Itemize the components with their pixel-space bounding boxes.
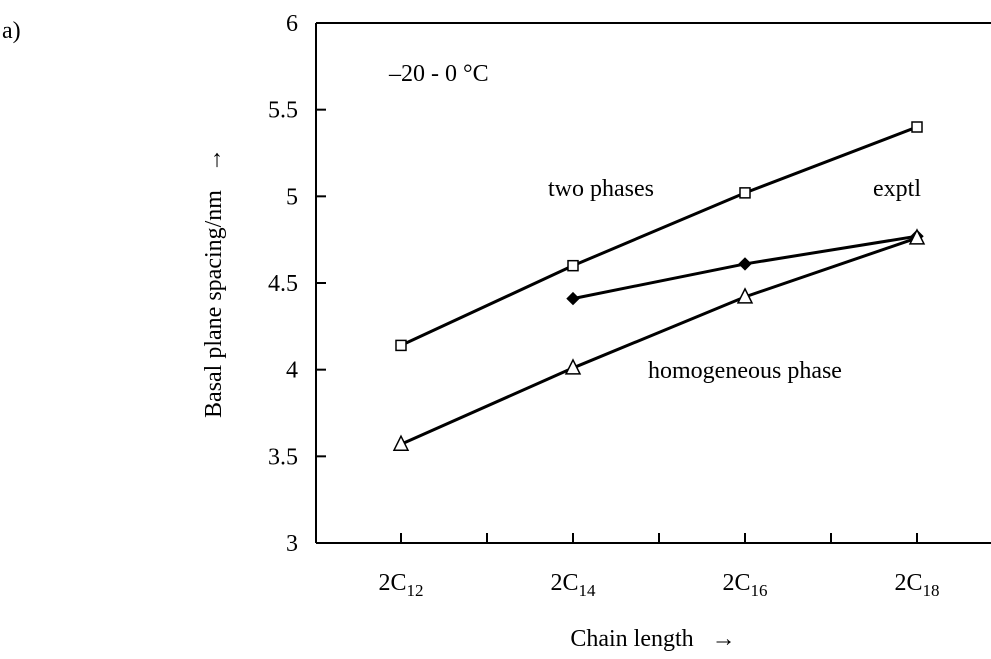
series-label-homogeneous-phase: homogeneous phase xyxy=(648,358,842,384)
x-tick-label-subscript: 12 xyxy=(407,581,424,600)
x-axis-label: Chain length xyxy=(570,626,693,652)
x-tick-label: 2C16 xyxy=(722,570,767,600)
y-ticks: 3 3.5 4 4.5 5 5.5 6 xyxy=(268,11,326,557)
y-tick-label: 3.5 xyxy=(268,444,298,470)
data-point-triangle xyxy=(908,228,926,245)
x-tick-label-subscript: 14 xyxy=(579,581,597,600)
y-axis-arrow: → xyxy=(201,148,227,172)
temperature-annotation: –20 - 0 °C xyxy=(388,61,489,87)
y-tick-label: 4.5 xyxy=(268,271,298,297)
x-ticks: 2C12 2C14 2C16 2C18 xyxy=(378,533,940,600)
x-tick-label-base: 2C xyxy=(722,570,750,596)
series-line-two-phases xyxy=(400,125,918,347)
x-tick-label: 2C18 xyxy=(894,570,939,600)
y-tick-label: 4 xyxy=(286,358,298,384)
x-tick-label: 2C14 xyxy=(550,570,596,600)
x-tick-label-subscript: 18 xyxy=(923,581,940,600)
data-point-triangle xyxy=(564,358,582,375)
data-point-square xyxy=(567,259,579,272)
series-label-two-phases: two phases xyxy=(548,176,654,202)
x-tick-label-subscript: 16 xyxy=(751,581,768,600)
panel-label: a) xyxy=(2,18,21,44)
y-axis-label: Basal plane spacing/nm xyxy=(201,190,227,418)
data-point-triangle xyxy=(392,434,410,451)
x-tick-label: 2C12 xyxy=(378,570,423,600)
y-tick-label: 5 xyxy=(286,184,298,210)
y-tick-label: 6 xyxy=(286,11,298,37)
y-axis-title: Basal plane spacing/nm → xyxy=(201,148,227,418)
data-point-square xyxy=(739,187,751,199)
series-label-exptl: exptl xyxy=(873,176,921,202)
data-point-diamond xyxy=(738,257,752,271)
x-tick-label-base: 2C xyxy=(550,570,578,596)
svg-text:Basal plane spacing/nm→: Basal plane spacing/nm → xyxy=(201,148,227,418)
x-axis-arrow: → xyxy=(712,626,736,652)
data-point-triangle xyxy=(736,287,754,304)
data-point-square xyxy=(395,339,407,352)
data-point-diamond xyxy=(566,291,580,306)
x-tick-label-base: 2C xyxy=(894,570,922,596)
x-axis-title: Chain length → xyxy=(570,626,735,652)
data-point-square xyxy=(911,121,923,133)
y-tick-label: 3 xyxy=(286,531,298,557)
series-line-homogeneous-phase xyxy=(400,236,918,446)
y-tick-label: 5.5 xyxy=(268,98,298,124)
series-layer xyxy=(392,121,926,451)
x-tick-label-base: 2C xyxy=(378,570,406,596)
